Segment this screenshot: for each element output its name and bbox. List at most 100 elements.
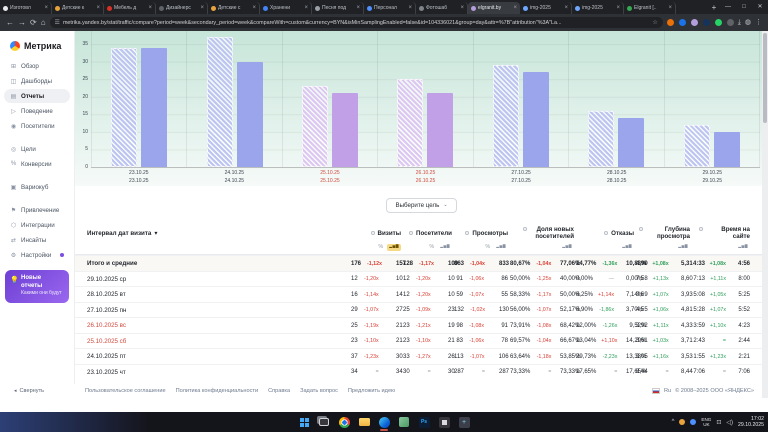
bar-period-b[interactable] (332, 93, 359, 167)
browser-tab[interactable]: Дизайнерс × (156, 2, 208, 14)
extension-icon-1[interactable] (666, 19, 674, 26)
bar-period-a[interactable] (302, 86, 329, 167)
footer-link[interactable]: Политика конфиденциальности (175, 388, 259, 394)
profile-icon[interactable]: ◍ (744, 19, 751, 26)
table-row[interactable]: 26.10.2025 вс 25 -1,19x 21 23 -1,21x 19 98 -1,08… (75, 317, 762, 333)
tab-close-icon[interactable]: × (252, 5, 256, 11)
select-goal-button[interactable]: Выберите цель ⌄ (386, 197, 457, 213)
bar-period-b[interactable] (713, 131, 740, 167)
tab-close-icon[interactable]: × (304, 5, 308, 11)
taskbar-icon-edge[interactable] (377, 415, 391, 431)
menu-kebab-icon[interactable]: ⋮ (755, 19, 762, 26)
browser-tab[interactable]: img-2025 × (572, 2, 624, 14)
sidebar-item-обзор[interactable]: ⊞ Обзор (4, 59, 70, 73)
promo-card-new-reports[interactable]: 💡 Новые отчеты Какими они будут (5, 270, 69, 303)
sidebar-item-вариокуб[interactable]: ▣ Вариокуб (4, 180, 70, 194)
chart-toggle-icon[interactable]: ▂▅▇ (562, 244, 572, 249)
metric-radio[interactable] (604, 230, 609, 235)
taskbar-icon-start[interactable] (297, 415, 311, 429)
metric-radio[interactable] (465, 230, 470, 235)
tab-close-icon[interactable]: × (96, 5, 100, 11)
table-row[interactable]: 29.10.2025 ср 12 -1,20x 10 12 -1,20x 10 91 -1,06… (75, 270, 762, 287)
language-flag-icon[interactable] (651, 388, 660, 394)
bar-period-b[interactable] (618, 117, 645, 167)
tray-chevron-icon[interactable]: ^ (671, 419, 675, 425)
browser-tab[interactable]: elgranit.by × (468, 2, 520, 14)
sidebar-item-настройки[interactable]: ⚙ Настройки (4, 248, 70, 262)
extension-icon-5[interactable] (714, 19, 722, 26)
browser-tab[interactable]: Персонал × (364, 2, 416, 14)
extension-icon-6[interactable] (726, 19, 734, 26)
keyboard-language-indicator[interactable]: ENG UK (701, 417, 711, 428)
tray-volume-icon[interactable]: ◁) (726, 419, 734, 426)
extension-icon-2[interactable] (678, 19, 686, 26)
site-info-icon[interactable]: ☰ (54, 20, 60, 26)
tab-close-icon[interactable]: × (356, 5, 360, 11)
column-header-доля-новых-посетителей[interactable]: Доля новых посетителей (510, 226, 576, 240)
sidebar-collapse-button[interactable]: ◂ Свернуть (0, 388, 75, 394)
tab-close-icon[interactable]: × (408, 5, 412, 11)
bar-period-b[interactable] (427, 93, 454, 167)
chart-toggle-icon[interactable]: ▂▅▇ (622, 244, 632, 249)
bar-period-a[interactable] (492, 65, 519, 167)
metric-radio[interactable] (523, 227, 527, 231)
table-row[interactable]: 28.10.2025 вт 16 -1,14x 14 12 -1,20x 10 59 -1,07… (75, 286, 762, 302)
sidebar-item-поведение[interactable]: ▷ Поведение (4, 104, 70, 118)
bar-period-a[interactable] (206, 36, 233, 167)
taskbar-icon-photos[interactable] (397, 415, 411, 429)
tab-close-icon[interactable]: × (44, 5, 48, 11)
metric-radio[interactable] (699, 227, 703, 231)
extension-icon-3[interactable] (690, 19, 698, 26)
sidebar-item-дашборды[interactable]: ◫ Дашборды (4, 74, 70, 88)
browser-tab[interactable]: Хранени × (260, 2, 312, 14)
tray-app-icon-blue[interactable] (690, 419, 697, 425)
percent-toggle-icon[interactable]: % (429, 244, 435, 251)
column-header-визиты[interactable]: Визиты (351, 230, 403, 237)
taskbar-icon-chrome[interactable] (337, 415, 351, 429)
percent-toggle-icon[interactable]: % (378, 244, 384, 251)
chart-toggle-icon[interactable]: ▂▅▇ (387, 243, 401, 251)
footer-link[interactable]: Задать вопрос (300, 388, 338, 394)
taskbar-icon-app-dark[interactable] (437, 415, 451, 429)
column-header-глубина-просмотра[interactable]: Глубина просмотра (636, 226, 692, 240)
browser-tab[interactable]: Детские к × (52, 2, 104, 14)
bar-period-a[interactable] (683, 124, 710, 167)
home-icon[interactable]: ⌂ (40, 17, 46, 27)
browser-tab[interactable]: Elgranit [.. × (624, 2, 676, 14)
tab-close-icon[interactable]: × (200, 5, 204, 11)
metric-radio[interactable] (370, 230, 375, 235)
percent-toggle-icon[interactable]: % (485, 244, 491, 251)
sidebar-item-отчеты[interactable]: ▤ Отчеты (4, 89, 70, 103)
tab-close-icon[interactable]: × (668, 5, 672, 11)
chart-toggle-icon[interactable]: ▂▅▇ (738, 244, 748, 249)
bookmark-star-icon[interactable]: ☆ (652, 20, 658, 26)
bar-period-b[interactable] (141, 47, 168, 167)
taskbar-icon-snip[interactable]: + (457, 415, 471, 429)
scrollbar-thumb[interactable] (763, 33, 767, 123)
taskbar-icon-photoshop[interactable]: Ps (417, 415, 431, 429)
sidebar-item-интеграции[interactable]: ⬡ Интеграции (4, 218, 70, 232)
footer-link[interactable]: Пользовательское соглашение (85, 388, 166, 394)
sidebar-item-конверсии[interactable]: % Конверсии (4, 157, 70, 171)
column-header-время-на-сайте[interactable]: Время на сайте (692, 226, 752, 240)
minimize-icon[interactable]: — (725, 4, 731, 10)
table-row[interactable]: 27.10.2025 пн 29 -1,07x 27 25 -1,09x 23 132 -1,0… (75, 301, 762, 318)
tab-close-icon[interactable]: × (564, 5, 568, 11)
language-label[interactable]: Ru (663, 388, 672, 394)
browser-tab[interactable]: Изготовл × (0, 2, 52, 14)
tray-network-icon[interactable]: ⊡ (716, 419, 722, 426)
browser-tab[interactable]: img-2025 × (520, 2, 572, 14)
bar-period-a[interactable] (397, 79, 424, 167)
tab-close-icon[interactable]: × (616, 5, 620, 11)
browser-tab[interactable]: Мебель д × (104, 2, 156, 14)
page-scrollbar[interactable] (762, 31, 768, 398)
browser-tab[interactable]: Фотошаб × (416, 2, 468, 14)
chart-toggle-icon[interactable]: ▂▅▇ (440, 244, 450, 249)
chart-toggle-icon[interactable]: ▂▅▇ (496, 244, 506, 249)
metric-radio[interactable] (409, 230, 413, 235)
footer-link[interactable]: Справка (268, 388, 291, 394)
tray-app-icon-orange[interactable] (679, 419, 686, 425)
table-row[interactable]: 25.10.2025 сб 23 -1,10x 21 23 -1,10x 21 83 -1,06… (75, 332, 762, 349)
close-icon[interactable]: ✕ (757, 4, 763, 10)
extension-icon-4[interactable] (702, 19, 710, 26)
